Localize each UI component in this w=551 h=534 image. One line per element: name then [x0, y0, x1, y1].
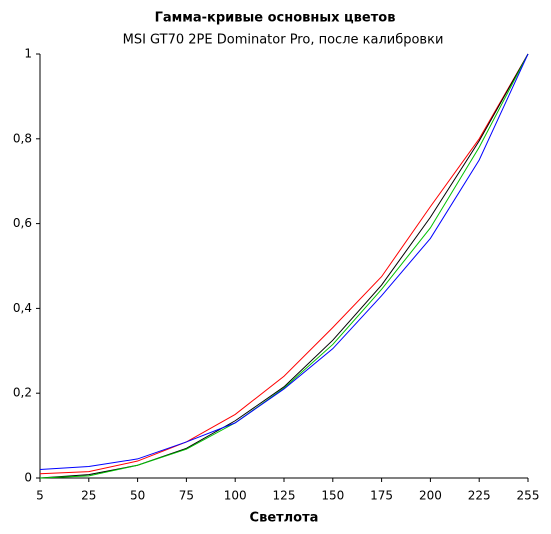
x-tick-label: 100: [224, 489, 247, 503]
y-tick-label: 1: [24, 47, 32, 61]
y-tick-label: 0,4: [13, 301, 32, 315]
x-tick-label: 150: [321, 489, 344, 503]
series-line: [39, 53, 529, 479]
x-tick-label: 25: [81, 489, 96, 503]
x-axis-label: Светлота: [250, 511, 319, 526]
y-tick-label: 0,8: [13, 131, 32, 145]
x-tick-label: 50: [130, 489, 145, 503]
chart-subtitle: MSI GT70 2PE Dominator Pro, после калибр…: [123, 33, 444, 48]
chart-title: Гамма-кривые основных цветов: [155, 11, 396, 26]
y-tick-label: 0,6: [13, 216, 32, 230]
x-tick-label: 5: [36, 489, 44, 503]
series-line: [39, 53, 529, 471]
x-tick-label: 255: [517, 489, 540, 503]
series-line: [39, 53, 529, 475]
x-tick-label: 175: [370, 489, 393, 503]
y-tick-label: 0: [24, 471, 32, 485]
x-tick-label: 200: [419, 489, 442, 503]
series-line: [39, 53, 529, 479]
x-tick-label: 125: [273, 489, 296, 503]
y-tick-label: 0,2: [13, 386, 32, 400]
x-tick-label: 225: [468, 489, 491, 503]
x-tick-label: 75: [179, 489, 194, 503]
